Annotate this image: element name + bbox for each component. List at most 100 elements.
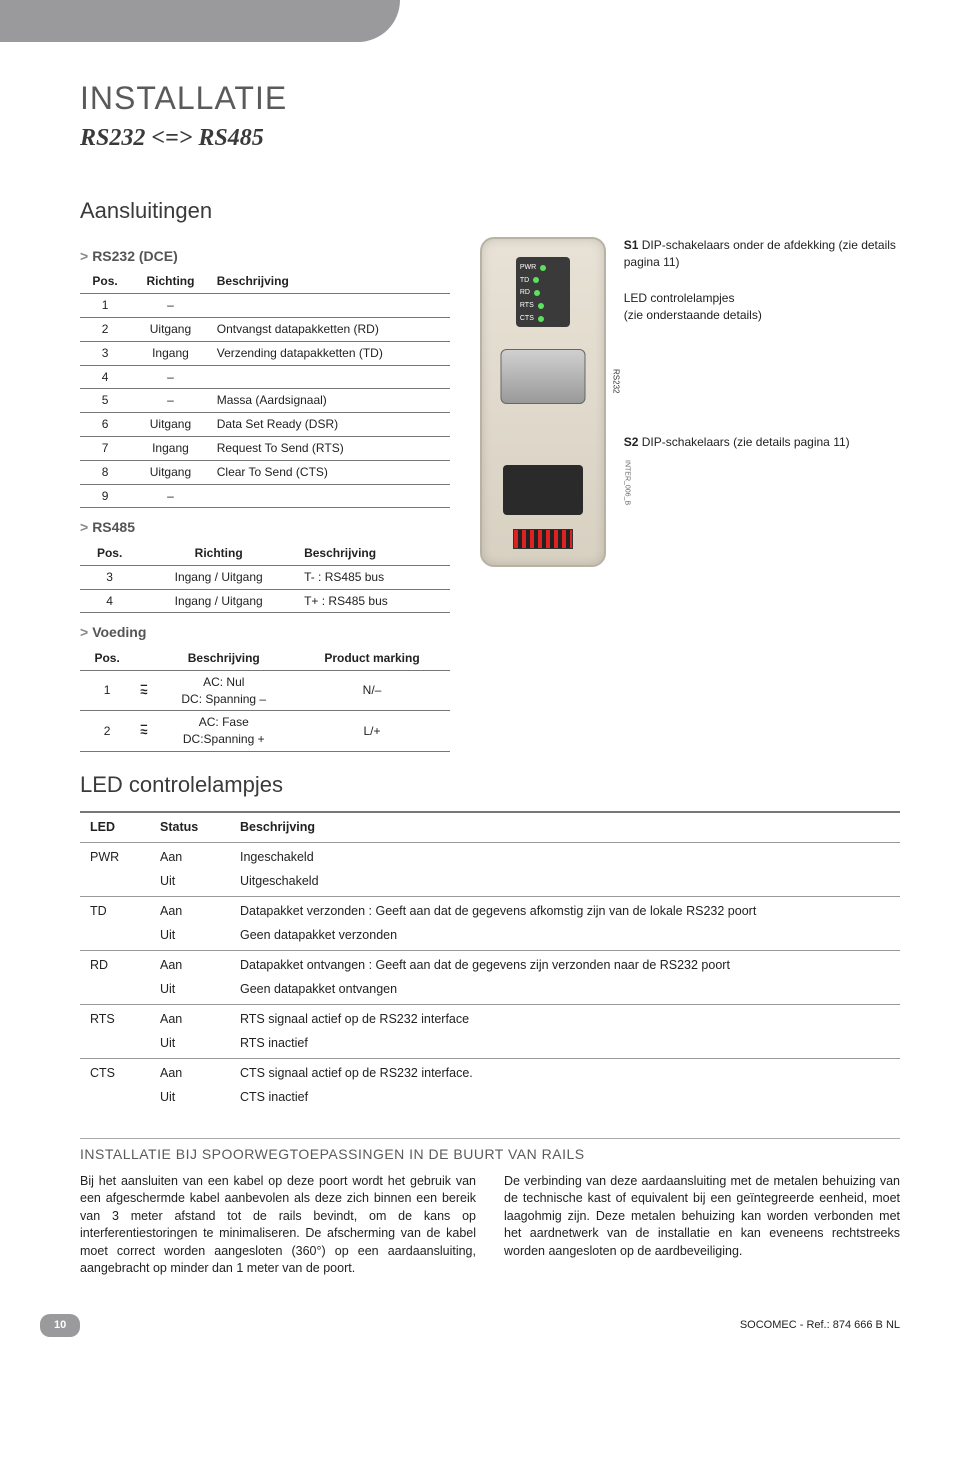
rs232-table: Pos. Richting Beschrijving 1–2UitgangOnt… — [80, 270, 450, 508]
footer-ref: SOCOMEC - Ref.: 874 666 B NL — [740, 1318, 900, 1333]
device-side-label-rs232: RS232 — [611, 369, 622, 393]
device-side-label-ref: INTER_006_B — [622, 460, 632, 505]
led-dot-icon — [540, 265, 546, 271]
cell-pos: 9 — [80, 484, 130, 508]
rs485-label-text: RS485 — [92, 519, 135, 535]
led-th-led: LED — [80, 812, 150, 843]
table-row: UitCTS inactief — [80, 1089, 900, 1113]
cell-dir: Ingang — [130, 436, 211, 460]
led-table: LED Status Beschrijving PWRAanIngeschake… — [80, 811, 900, 1113]
table-row: UitGeen datapakket verzonden — [80, 927, 900, 951]
cell-pos: 8 — [80, 460, 130, 484]
callout-s2-desc: DIP-schakelaars (zie details pagina 11) — [642, 435, 850, 449]
cell-pos: 4 — [80, 365, 130, 389]
cell-desc: Ingeschakeld — [230, 843, 900, 873]
cell-dir: – — [130, 484, 211, 508]
table-row: 4– — [80, 365, 450, 389]
chevron-icon: > — [80, 519, 88, 535]
table-row: RTSAanRTS signaal actief op de RS232 int… — [80, 1005, 900, 1035]
table-row: 9– — [80, 484, 450, 508]
cell-desc: Clear To Send (CTS) — [211, 460, 450, 484]
cell-pos: 1 — [80, 670, 134, 711]
cell-desc: Geen datapakket verzonden — [230, 927, 900, 951]
device-led-row: PWR — [520, 263, 566, 273]
section-connections: Aansluitingen — [80, 196, 900, 227]
cell-dir: Uitgang — [130, 460, 211, 484]
cell-desc — [211, 484, 450, 508]
cell-desc: Geen datapakket ontvangen — [230, 981, 900, 1005]
rail-heading: INSTALLATIE BIJ SPOORWEGTOEPASSINGEN IN … — [80, 1138, 900, 1165]
page-title: INSTALLATIE — [80, 76, 900, 121]
rs485-th-dir: Richting — [139, 542, 298, 565]
cell-dir: – — [130, 389, 211, 413]
device-led-panel: PWR TD RD RTS CTS — [516, 257, 570, 327]
approx-icon: –≈ — [134, 670, 153, 711]
rs232-th-pos: Pos. — [80, 270, 130, 293]
voeding-th-pos: Pos. — [80, 647, 134, 670]
table-row: RDAanDatapakket ontvangen : Geeft aan da… — [80, 951, 900, 981]
led-label: RD — [520, 288, 530, 298]
led-label: PWR — [520, 263, 536, 273]
led-th-status: Status — [150, 812, 230, 843]
cell-status: Uit — [150, 1089, 230, 1113]
table-row: 4Ingang / UitgangT+ : RS485 bus — [80, 589, 450, 613]
cell-pos: 2 — [80, 317, 130, 341]
rs232-th-desc: Beschrijving — [211, 270, 450, 293]
cell-status: Aan — [150, 1005, 230, 1035]
cell-status: Aan — [150, 1059, 230, 1089]
breadcrumb: Converter — [80, 30, 900, 58]
voeding-table: Pos. Beschrijving Product marking 1–≈AC:… — [80, 647, 450, 752]
device-led-row: RD — [520, 288, 566, 298]
cell-dir: – — [130, 365, 211, 389]
table-row: 6UitgangData Set Ready (DSR) — [80, 413, 450, 437]
cell-pos: 2 — [80, 711, 134, 752]
cell-dir: Uitgang — [130, 413, 211, 437]
cell-mark: L/+ — [294, 711, 450, 752]
cell-status: Uit — [150, 873, 230, 897]
rs232-label-text: RS232 (DCE) — [92, 248, 178, 264]
cell-desc: RTS signaal actief op de RS232 interface — [230, 1005, 900, 1035]
table-row: 8UitgangClear To Send (CTS) — [80, 460, 450, 484]
table-row: 3Ingang / UitgangT- : RS485 bus — [80, 565, 450, 589]
led-label: CTS — [520, 314, 534, 324]
cell-desc: Datapakket ontvangen : Geeft aan dat de … — [230, 951, 900, 981]
cell-pos: 7 — [80, 436, 130, 460]
cell-desc — [211, 365, 450, 389]
section-led: LED controlelampjes — [80, 770, 900, 801]
table-row: 1–≈AC: NulDC: Spanning –N/– — [80, 670, 450, 711]
cell-status: Aan — [150, 843, 230, 873]
table-row: 3IngangVerzending datapakketten (TD) — [80, 341, 450, 365]
led-label: RTS — [520, 301, 534, 311]
led-label: TD — [520, 276, 529, 286]
table-row: 2UitgangOntvangst datapakketten (RD) — [80, 317, 450, 341]
cell-desc: Request To Send (RTS) — [211, 436, 450, 460]
chevron-icon: > — [80, 248, 88, 264]
table-row: CTSAanCTS signaal actief op de RS232 int… — [80, 1059, 900, 1089]
table-row: TDAanDatapakket verzonden : Geeft aan da… — [80, 897, 900, 927]
cell-status: Aan — [150, 897, 230, 927]
page-number: 10 — [40, 1314, 80, 1337]
callout-led-title: LED controlelampjes — [624, 291, 735, 305]
cell-led: RTS — [80, 1005, 150, 1035]
approx-icon: –≈ — [134, 711, 153, 752]
cell-pos: 6 — [80, 413, 130, 437]
cell-led: PWR — [80, 843, 150, 873]
cell-desc: CTS signaal actief op de RS232 interface… — [230, 1059, 900, 1089]
cell-dir: Ingang / Uitgang — [139, 565, 298, 589]
cell-desc: AC: NulDC: Spanning – — [153, 670, 294, 711]
voeding-th-desc: Beschrijving — [153, 647, 294, 670]
cell-dir: Ingang / Uitgang — [139, 589, 298, 613]
rail-col1: Bij het aansluiten van een kabel op deze… — [80, 1173, 476, 1278]
cell-desc: Datapakket verzonden : Geeft aan dat de … — [230, 897, 900, 927]
led-dot-icon — [533, 277, 539, 283]
voeding-label: >Voeding — [80, 623, 450, 643]
cell-dir: Ingang — [130, 341, 211, 365]
cell-pos: 4 — [80, 589, 139, 613]
cell-desc: Uitgeschakeld — [230, 873, 900, 897]
cell-desc: AC: FaseDC:Spanning + — [153, 711, 294, 752]
rs485-th-pos: Pos. — [80, 542, 139, 565]
cell-status: Uit — [150, 981, 230, 1005]
page-subtitle: RS232 <=> RS485 — [80, 122, 900, 156]
table-row: UitRTS inactief — [80, 1035, 900, 1059]
cell-desc: CTS inactief — [230, 1089, 900, 1113]
